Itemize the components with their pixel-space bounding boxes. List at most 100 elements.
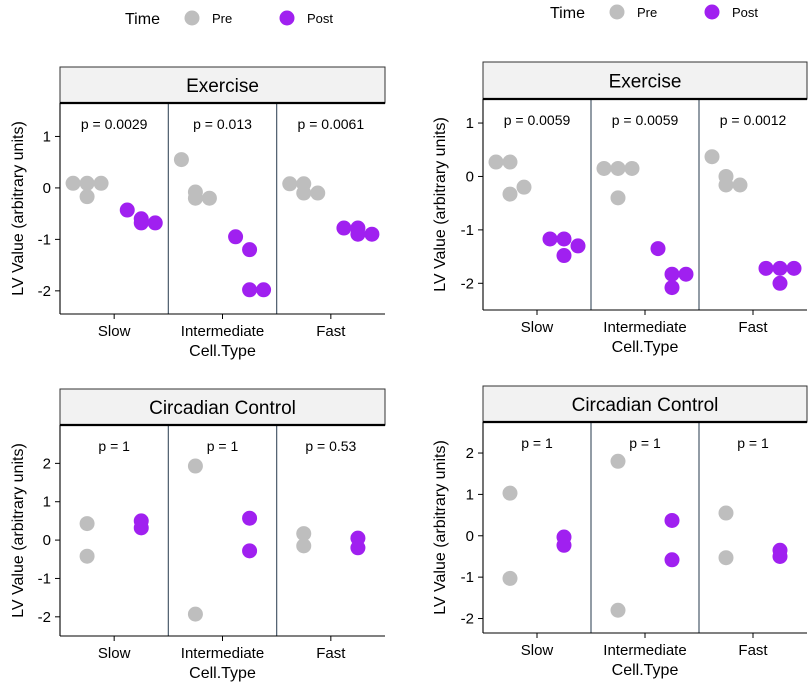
x-tick-label-slow: Slow <box>98 323 131 340</box>
legend-label-post: Post <box>732 5 758 20</box>
x-tick-label-intermediate: Intermediate <box>181 323 264 340</box>
data-point-pre <box>502 570 518 586</box>
y-tick-label: -2 <box>38 609 51 626</box>
p-value-label: p = 1 <box>98 438 130 454</box>
data-point-post <box>256 282 272 298</box>
y-axis-title: LV Value (arbitrary units) <box>10 443 27 618</box>
data-point-pre <box>718 550 734 566</box>
legend-key-pre <box>184 10 200 26</box>
x-axis-title: Cell.Type <box>189 343 256 360</box>
data-point-pre <box>79 189 95 205</box>
x-tick-label-fast: Fast <box>738 319 768 336</box>
p-value-label: p = 1 <box>521 435 553 451</box>
y-tick-label: 1 <box>43 494 51 511</box>
data-point-pre <box>79 175 95 191</box>
data-point-pre <box>718 505 734 521</box>
facet-strip <box>482 385 808 423</box>
x-axis-title: Cell.Type <box>612 339 679 356</box>
data-point-pre <box>516 179 532 195</box>
legend-key-pre <box>609 4 625 20</box>
x-axis-title: Cell.Type <box>189 665 256 682</box>
data-point-post <box>556 231 572 247</box>
x-tick-label-fast: Fast <box>316 645 346 662</box>
p-value-label: p = 1 <box>629 435 661 451</box>
plot-area <box>483 99 807 310</box>
data-point-pre <box>310 185 326 201</box>
y-tick-label: 0 <box>43 532 51 549</box>
data-point-pre <box>502 154 518 170</box>
data-point-pre <box>704 149 720 165</box>
panel-4: Circadian Control -2 -1 0 1 2 Slow Intermediate… <box>432 385 808 679</box>
data-point-post <box>350 540 366 556</box>
data-point-pre <box>610 190 626 206</box>
y-tick-label: 2 <box>466 445 474 462</box>
data-point-pre <box>488 154 504 170</box>
x-tick-label-intermediate: Intermediate <box>603 642 686 659</box>
data-point-pre <box>610 602 626 618</box>
legend: Time Pre Post <box>125 10 333 28</box>
plot-area <box>60 425 385 636</box>
x-tick-label-fast: Fast <box>738 642 768 659</box>
data-point-pre <box>502 485 518 501</box>
data-point-post <box>664 512 680 528</box>
p-value-label: p = 0.0059 <box>612 112 679 128</box>
legend-label-pre: Pre <box>637 5 657 20</box>
y-tick-label: -2 <box>461 611 474 628</box>
plot-area <box>483 422 807 633</box>
p-value-label: p = 0.0059 <box>504 112 571 128</box>
y-tick-label: 1 <box>466 115 474 132</box>
data-point-pre <box>502 186 518 202</box>
data-point-pre <box>732 177 748 193</box>
facet-strip-title: Circadian Control <box>149 398 296 419</box>
data-point-pre <box>296 185 312 201</box>
data-point-pre <box>79 548 95 564</box>
data-point-post <box>336 220 352 236</box>
data-point-post <box>556 537 572 553</box>
p-value-label: p = 0.0012 <box>720 112 787 128</box>
y-axis-title: LV Value (arbitrary units) <box>432 440 449 615</box>
facet-strip <box>59 66 386 104</box>
x-tick-label-slow: Slow <box>521 642 554 659</box>
data-point-post <box>242 242 258 258</box>
y-axis-title: LV Value (arbitrary units) <box>432 117 449 292</box>
data-point-pre <box>282 176 298 192</box>
x-tick-label-slow: Slow <box>98 645 131 662</box>
legend-title: Time <box>125 11 160 28</box>
data-point-post <box>542 231 558 247</box>
data-point-post <box>147 215 163 231</box>
legend-label-pre: Pre <box>212 11 232 26</box>
data-point-pre <box>610 160 626 176</box>
p-value-label: p = 0.0029 <box>81 116 148 132</box>
data-point-post <box>133 215 149 231</box>
data-point-pre <box>93 175 109 191</box>
data-point-pre <box>187 606 203 622</box>
y-tick-label: 1 <box>43 128 51 145</box>
y-tick-label: -1 <box>38 570 51 587</box>
facet-strip-title: Exercise <box>609 72 682 93</box>
data-point-post <box>664 266 680 282</box>
panel-3: Circadian Control -2 -1 0 1 2 Slow Intermediate… <box>10 388 386 682</box>
data-point-post <box>664 552 680 568</box>
p-value-label: p = 1 <box>737 435 769 451</box>
x-tick-label-intermediate: Intermediate <box>181 645 264 662</box>
data-point-pre <box>187 190 203 206</box>
legend-title: Time <box>550 5 585 22</box>
facet-strip <box>59 388 386 426</box>
facet-strip <box>482 61 808 100</box>
x-tick-label-intermediate: Intermediate <box>603 319 686 336</box>
data-point-post <box>364 226 380 242</box>
data-point-post <box>556 248 572 264</box>
data-point-post <box>119 202 135 218</box>
data-point-post <box>350 226 366 242</box>
data-point-post <box>772 260 788 276</box>
data-point-pre <box>201 190 217 206</box>
data-point-pre <box>718 177 734 193</box>
y-tick-label: 0 <box>466 528 474 545</box>
p-value-label: p = 1 <box>207 438 239 454</box>
data-point-pre <box>173 152 189 168</box>
data-point-post <box>664 280 680 296</box>
y-tick-label: 2 <box>43 455 51 472</box>
data-point-pre <box>624 160 640 176</box>
legend-key-post <box>279 10 295 26</box>
